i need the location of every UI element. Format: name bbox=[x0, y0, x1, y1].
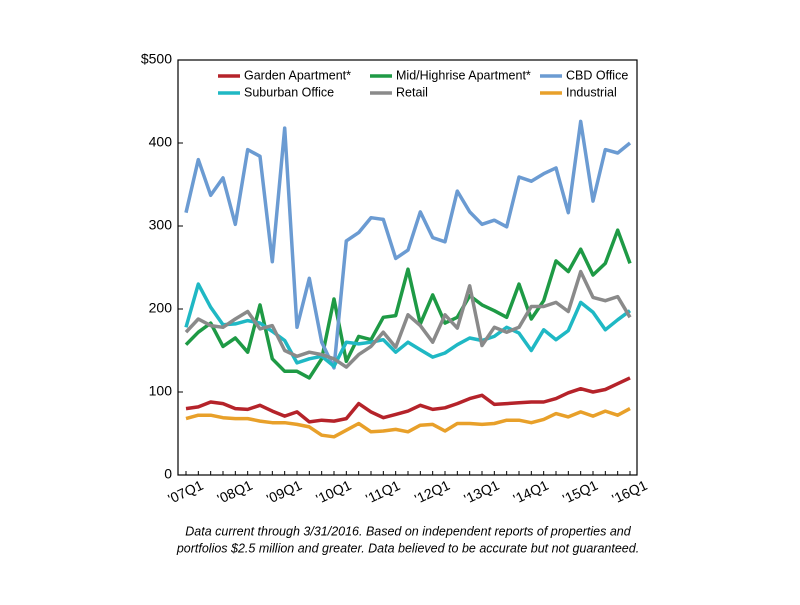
legend-label: Retail bbox=[396, 85, 428, 99]
x-tick-label: '16Q1 bbox=[609, 477, 649, 507]
x-tick-label: '12Q1 bbox=[412, 477, 452, 507]
legend-label: Industrial bbox=[566, 85, 617, 99]
y-tick-label: 400 bbox=[149, 134, 173, 150]
x-tick-label: '14Q1 bbox=[511, 477, 551, 507]
x-tick-label: '11Q1 bbox=[363, 477, 402, 507]
y-tick-label: 0 bbox=[164, 466, 172, 482]
x-tick-label: '09Q1 bbox=[264, 477, 304, 507]
series-line bbox=[184, 269, 632, 369]
y-tick-label: $500 bbox=[141, 51, 172, 67]
x-tick-label: '13Q1 bbox=[461, 477, 501, 507]
series-line bbox=[184, 228, 632, 380]
series-line bbox=[184, 282, 632, 369]
y-tick-label: 300 bbox=[149, 217, 173, 233]
footnote: Data current through 3/31/2016. Based on… bbox=[185, 524, 631, 538]
legend-label: Mid/Highrise Apartment* bbox=[396, 68, 531, 82]
x-tick-label: '15Q1 bbox=[560, 477, 600, 507]
y-tick-label: 100 bbox=[149, 383, 173, 399]
series-line bbox=[185, 376, 631, 424]
x-tick-label: '08Q1 bbox=[215, 477, 255, 507]
footnote: portfolios $2.5 million and greater. Dat… bbox=[176, 541, 639, 555]
x-tick-label: '10Q1 bbox=[313, 477, 353, 507]
series-line bbox=[185, 407, 631, 439]
series-line bbox=[184, 119, 632, 370]
legend-label: CBD Office bbox=[566, 68, 628, 82]
legend-label: Suburban Office bbox=[244, 85, 334, 99]
y-tick-label: 200 bbox=[149, 300, 173, 316]
legend-label: Garden Apartment* bbox=[244, 68, 351, 82]
